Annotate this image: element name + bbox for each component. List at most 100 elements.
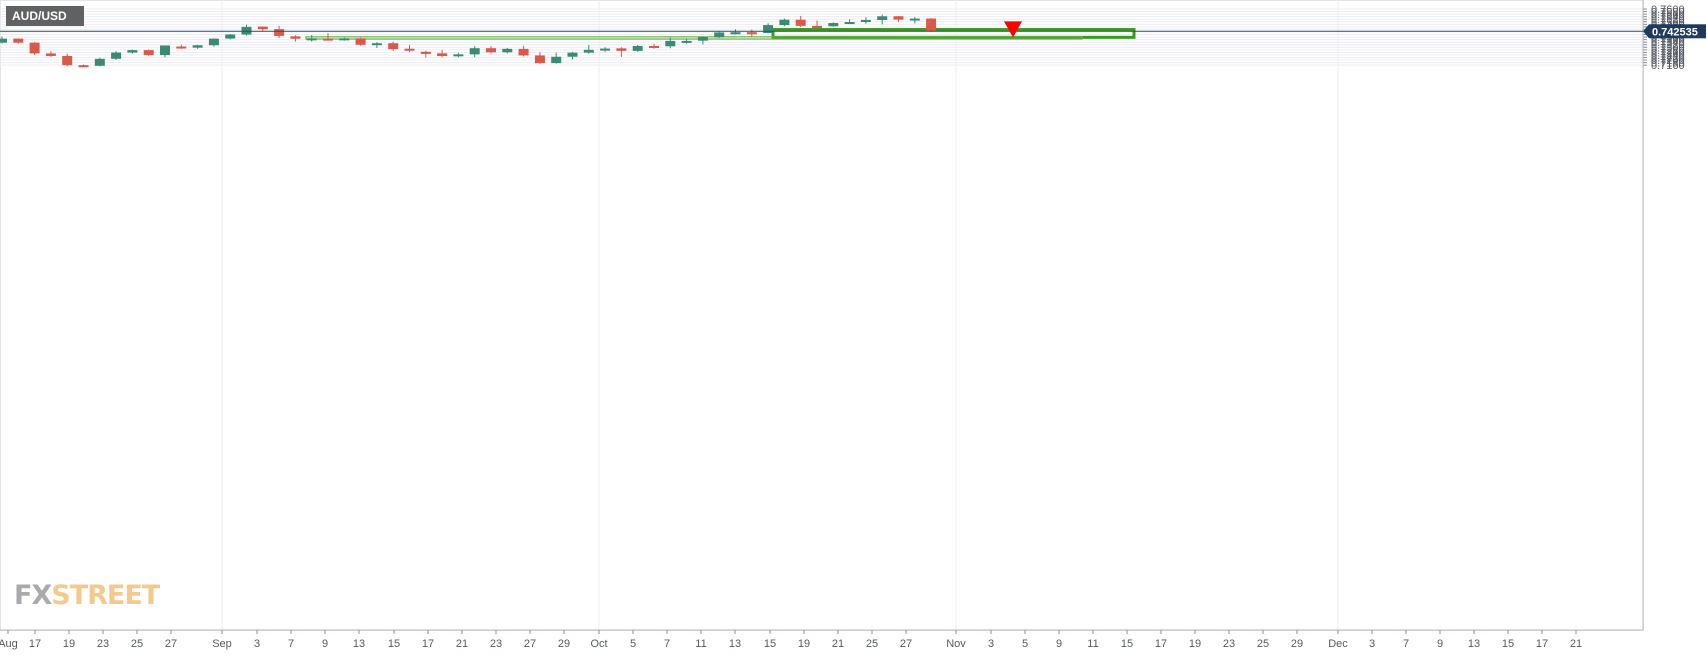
x-tick-label: 17: [29, 638, 41, 650]
logo-part2: STREET: [51, 580, 160, 611]
y-tick-label: 0.7560: [1651, 9, 1685, 21]
x-tick-label: Oct: [590, 638, 607, 650]
x-tick-label: 15: [764, 638, 776, 650]
candle: [860, 17, 871, 24]
candle: [502, 47, 513, 54]
x-tick-label: 13: [1468, 638, 1480, 650]
candle-body: [290, 36, 301, 39]
y-tick-label: 0.7160: [1651, 60, 1685, 72]
x-tick-label: 27: [165, 638, 177, 650]
fxstreet-logo: FXSTREET: [14, 580, 160, 611]
candle: [828, 22, 839, 27]
candle-body: [909, 18, 920, 21]
candle-body: [420, 51, 431, 54]
y-tick-label: 0.7220: [1651, 53, 1685, 65]
candle: [551, 52, 562, 64]
candle-body: [469, 48, 480, 55]
x-tick-label: 23: [490, 638, 502, 650]
x-tick-label: 9: [1437, 638, 1443, 650]
zones: [305, 28, 1136, 40]
candle-body: [94, 58, 105, 66]
candle: [355, 37, 366, 46]
candle: [665, 37, 676, 49]
candle-body: [795, 19, 806, 26]
x-tick-label: 3: [988, 638, 994, 650]
y-tick-label: 0.7600: [1651, 4, 1685, 16]
x-tick-label: 17: [1536, 638, 1548, 650]
candle-body: [763, 25, 774, 33]
candle-body: [583, 49, 594, 53]
x-tick-label: 13: [729, 638, 741, 650]
candle-body: [649, 46, 659, 49]
candle-body: [78, 65, 89, 68]
symbol-label: AUD/USD: [6, 6, 84, 26]
candle: [763, 23, 774, 34]
candle-body: [257, 26, 268, 30]
x-tick-label: 11: [1087, 638, 1098, 650]
x-tick-label: 7: [288, 638, 294, 650]
candle-body: [779, 19, 790, 26]
y-tick-label: 0.7260: [1651, 47, 1685, 59]
candle: [208, 38, 219, 47]
x-tick-label: 21: [832, 638, 844, 650]
candle: [779, 18, 790, 27]
candle: [730, 29, 741, 35]
x-tick-label: 9: [1056, 638, 1062, 650]
y-tick-label: 0.7200: [1651, 55, 1685, 67]
candle-body: [600, 48, 611, 51]
candle: [404, 44, 415, 53]
candle-body: [518, 48, 529, 56]
candle: [339, 37, 350, 41]
candle-body: [730, 32, 741, 35]
candle: [306, 35, 317, 42]
candle-body: [551, 56, 562, 64]
candle: [469, 46, 480, 58]
x-tick-label: 19: [63, 638, 75, 650]
candle: [812, 20, 822, 28]
candle: [616, 47, 627, 57]
candle: [78, 64, 89, 68]
x-tick-label: Sep: [212, 638, 232, 650]
candle-body: [486, 48, 496, 53]
candle: [909, 16, 920, 24]
candle: [534, 52, 545, 64]
arrow-head: [1004, 21, 1022, 38]
candle: [111, 51, 122, 61]
x-tick-label: 9: [322, 638, 328, 650]
candle-body: [404, 48, 415, 51]
candle-body: [388, 43, 399, 50]
candle: [893, 15, 904, 22]
x-tick-label: 21: [1570, 638, 1582, 650]
candle: [290, 35, 301, 42]
candle-body: [534, 55, 545, 64]
x-tick-label: 15: [388, 638, 400, 650]
candle: [486, 46, 496, 54]
x-tick-label: 17: [422, 638, 434, 650]
candle-body: [893, 16, 904, 20]
candle: [143, 49, 154, 56]
candles: [0, 14, 937, 68]
x-axis: Aug 17 19 23 25 27 Sep 3 7 9 13 15 17 21 23 27 29 Oct 5 7 11…: [0, 629, 1643, 650]
candle: [420, 50, 431, 58]
candle-body: [29, 42, 40, 54]
y-tick-label: 0.7320: [1651, 40, 1685, 52]
zone-lower: [305, 36, 1083, 40]
candle: [241, 24, 252, 36]
candle: [649, 43, 659, 49]
candle-body: [746, 32, 757, 35]
logo-part1: FX: [14, 580, 52, 611]
y-tick-label: 0.7520: [1651, 14, 1685, 26]
grid: [0, 0, 1644, 631]
candle-body: [225, 34, 236, 39]
candle: [714, 30, 725, 39]
candle: [844, 19, 855, 25]
candle: [29, 42, 40, 55]
x-tick-label: 19: [1189, 638, 1201, 650]
plot-frame: [0, 0, 1644, 631]
candle-body: [616, 48, 627, 51]
candle-body: [371, 43, 382, 46]
x-tick-label: 23: [97, 638, 109, 650]
x-tick-label: Aug: [0, 638, 18, 650]
y-tick-label: 0.7300: [1651, 42, 1685, 54]
